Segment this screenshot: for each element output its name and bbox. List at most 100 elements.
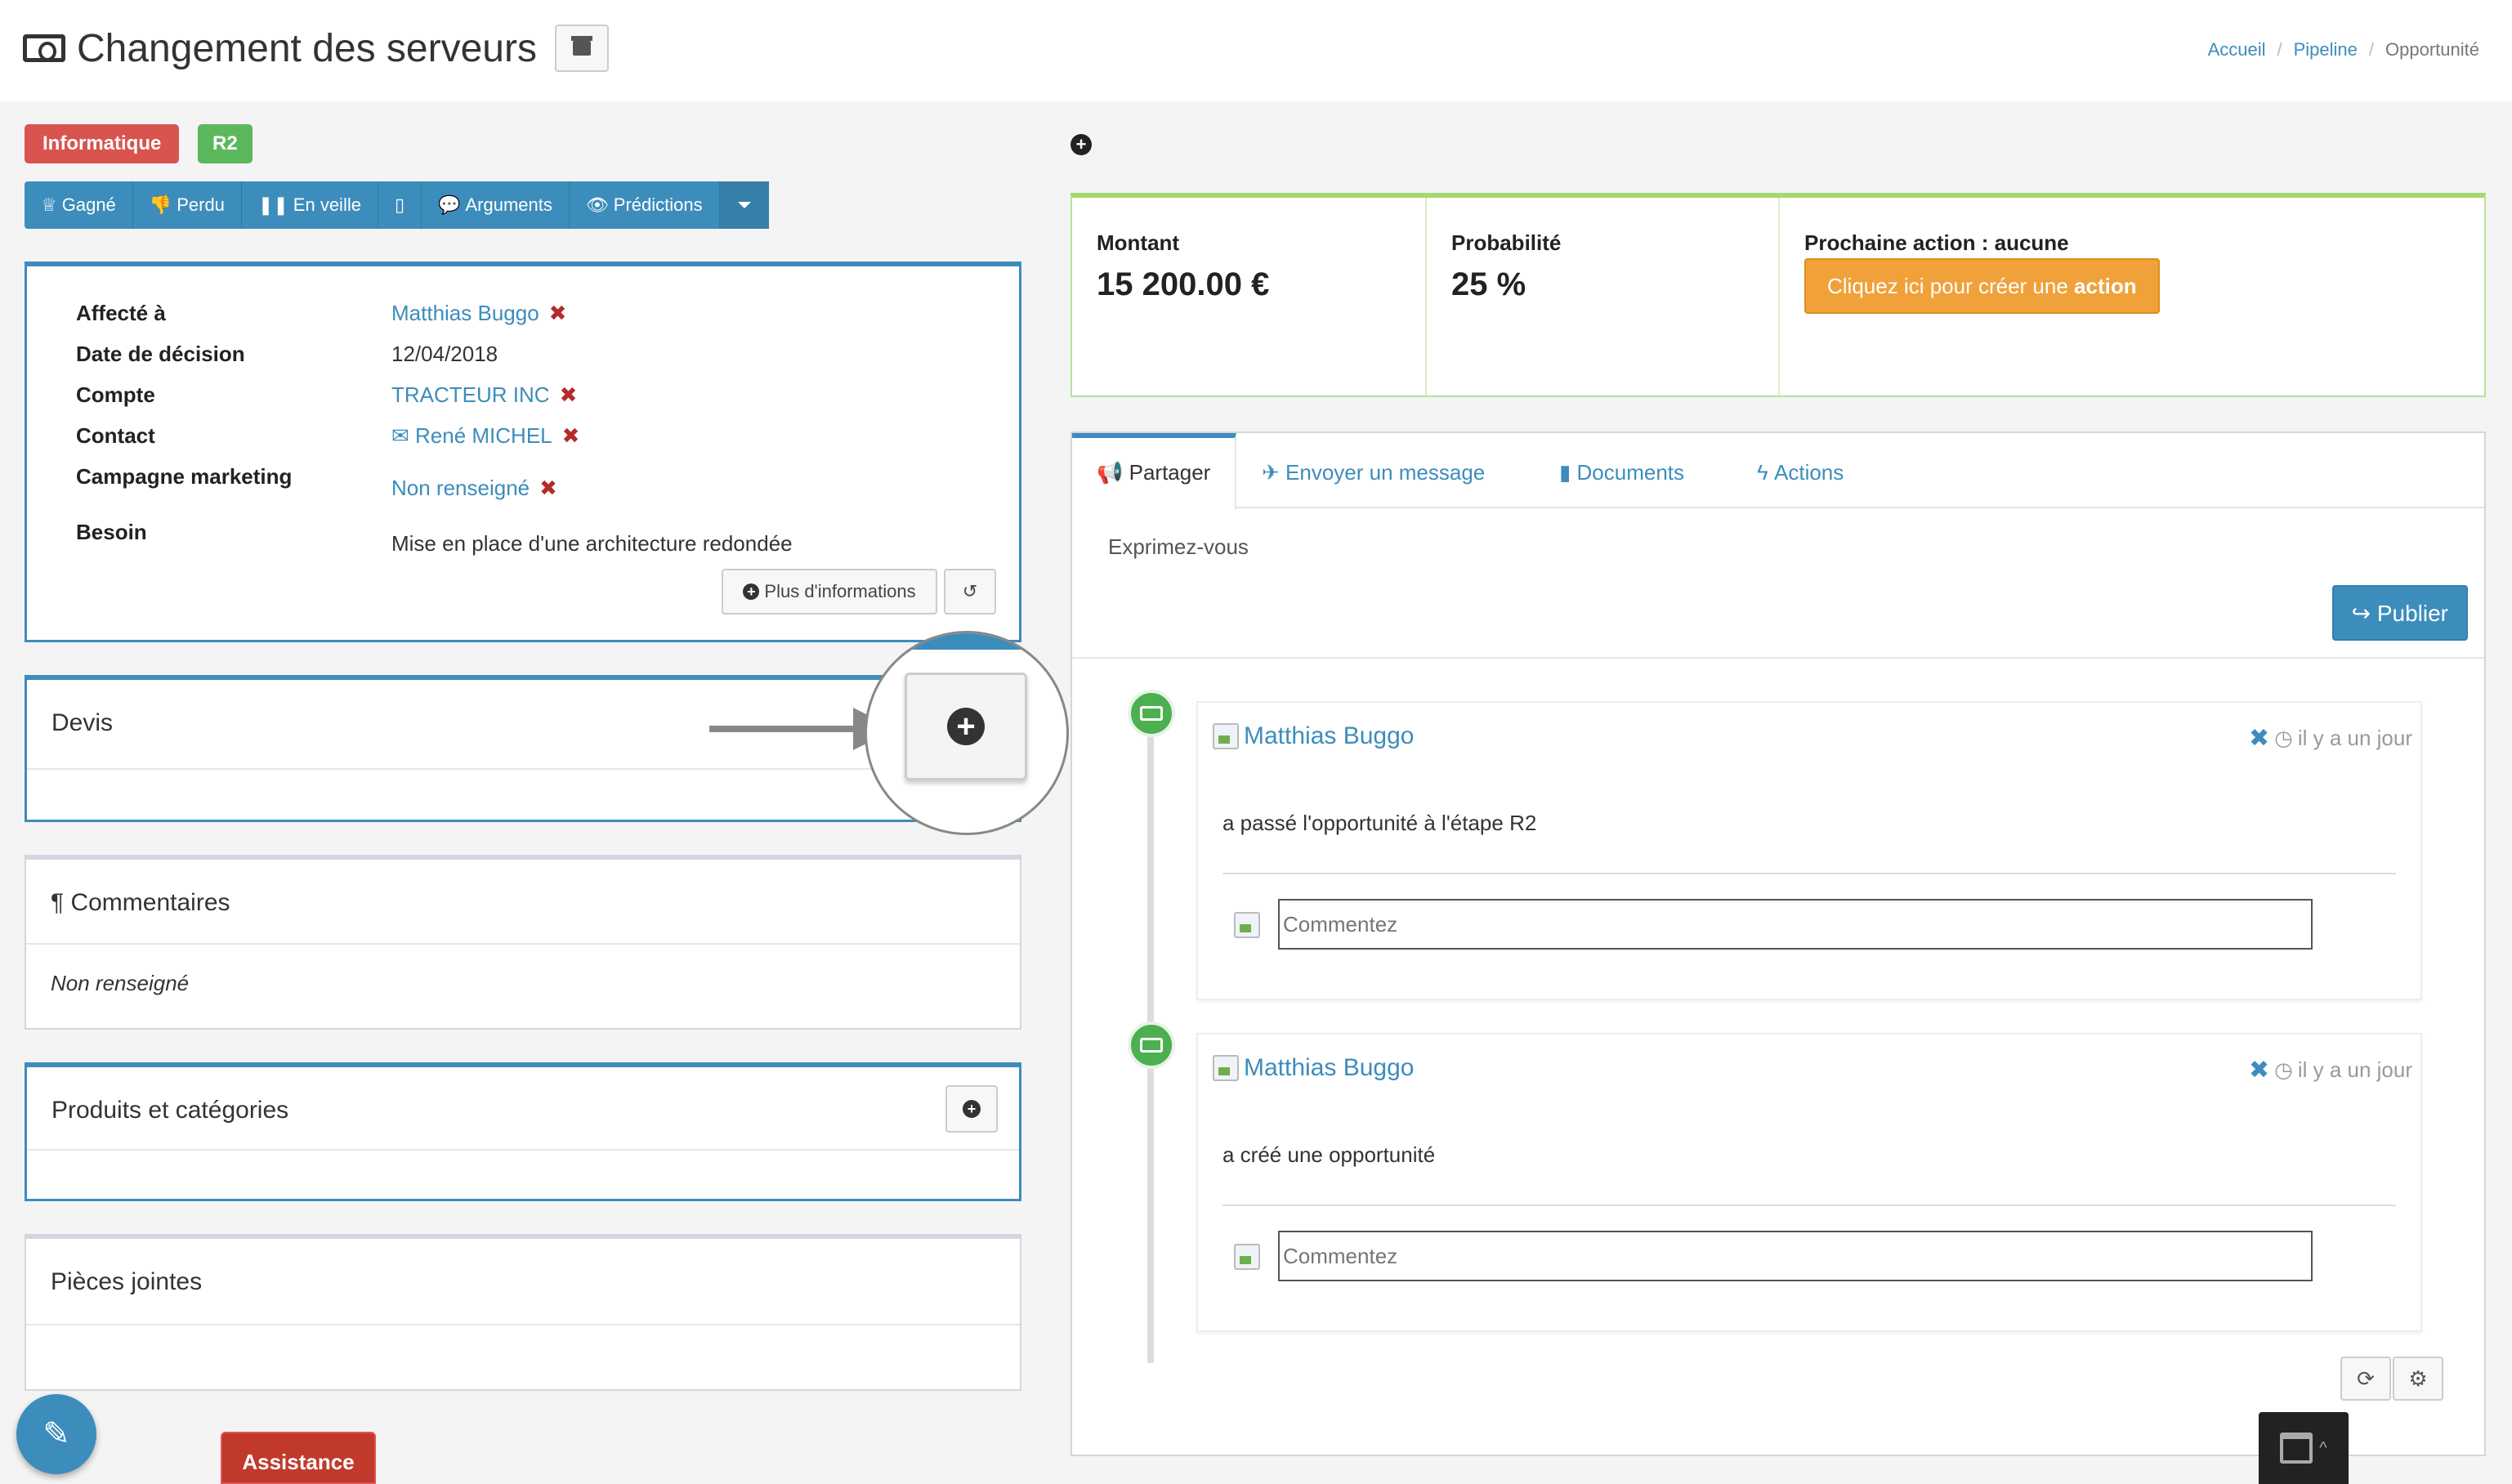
avatar [1234, 912, 1260, 938]
add-quote-button[interactable]: + [905, 673, 1027, 780]
info-panel: Affecté à Matthias Buggo ✖ Date de décisi… [25, 261, 1021, 642]
tab-send-message-label: Envoyer un message [1285, 460, 1486, 485]
remove-icon[interactable]: ✖ [548, 301, 567, 325]
history-icon: ↺ [962, 581, 978, 601]
publish-button[interactable]: ↪ Publier [2331, 585, 2468, 641]
add-widget-icon[interactable]: + [1071, 134, 1092, 155]
tab-send-message[interactable]: ✈ Envoyer un message [1237, 433, 1509, 508]
amount-label: Montant [1097, 230, 1180, 255]
more-info-button[interactable]: + Plus d'informations [722, 569, 937, 615]
create-action-bold: action [2074, 274, 2137, 298]
tab-actions[interactable]: ϟ Actions [1732, 433, 1868, 508]
history-button[interactable]: ↺ [944, 569, 996, 615]
delete-icon[interactable]: ✖ [2248, 1057, 2270, 1084]
tab-share-label: Partager [1129, 460, 1211, 485]
comments-value: Non renseigné [51, 971, 190, 995]
plus-circle-icon: + [947, 708, 985, 745]
tab-share[interactable]: 📢 Partager [1072, 433, 1237, 510]
campaign-link[interactable]: Non renseigné [391, 476, 530, 500]
author-name[interactable]: Matthias Buggo [1244, 1054, 1415, 1081]
time-text: il y a un jour [2297, 1057, 2412, 1082]
standby-button[interactable]: ❚❚ En veille [242, 181, 378, 229]
predictions-button[interactable]: 👁 Prédictions [570, 181, 720, 229]
archive-icon [570, 36, 592, 56]
arguments-label: Arguments [465, 194, 552, 215]
amount-stat: Montant 15 200.00 € [1072, 198, 1427, 396]
stage-label: R2 [198, 124, 253, 163]
divider [26, 943, 1020, 945]
attachments-panel: Pièces jointes [25, 1234, 1021, 1391]
campaign-label: Campagne marketing [76, 464, 293, 489]
archive-button[interactable] [554, 25, 609, 72]
edit-fab-button[interactable]: ✎ [16, 1394, 96, 1474]
account-row: Compte [76, 382, 155, 408]
divider [1072, 657, 2484, 659]
opportunity-actions: ♕ Gagné 👎 Perdu ❚❚ En veille ▯ 💬 Arguments 👁… [25, 181, 769, 229]
timeline-author[interactable]: Matthias Buggo [1213, 1054, 1414, 1082]
assigned-label: Affecté à [76, 301, 166, 325]
plus-circle-icon: + [963, 1100, 981, 1118]
share-input[interactable]: Exprimez-vous [1108, 534, 1249, 559]
word-file-icon: ▯ [394, 194, 405, 215]
thumbs-down-icon: 👎 [149, 194, 172, 215]
account-label: Compte [76, 382, 155, 407]
refresh-button[interactable]: ⟳ [2340, 1357, 2391, 1401]
timeline-text: a passé l'opportunité à l'étape R2 [1222, 811, 1537, 835]
refresh-icon: ⟳ [2357, 1366, 2375, 1391]
create-action-text: Cliquez ici pour créer une [1827, 274, 2068, 298]
remove-icon[interactable]: ✖ [561, 423, 580, 448]
account-link[interactable]: TRACTEUR INC [391, 382, 550, 407]
decision-row: Date de décision [76, 342, 245, 367]
page-title: Changement des serveurs [23, 25, 609, 72]
quotes-title: Devis [51, 709, 114, 736]
timeline-time: ✖ ◷ il y a un jour [2249, 1056, 2412, 1084]
zoom-callout: + [865, 631, 1069, 835]
won-button[interactable]: ♕ Gagné [25, 181, 133, 229]
predictions-label: Prédictions [613, 194, 703, 215]
contact-label: Contact [76, 423, 155, 448]
clock-icon: ◷ [2274, 726, 2293, 750]
contact-row: Contact [76, 423, 155, 449]
assigned-user-link[interactable]: Matthias Buggo [391, 301, 539, 325]
author-name[interactable]: Matthias Buggo [1244, 722, 1415, 749]
lost-button[interactable]: 👎 Perdu [133, 181, 242, 229]
calendar-icon [2280, 1433, 2313, 1464]
page-title-text: Changement des serveurs [77, 26, 537, 70]
contact-link[interactable]: René MICHEL [415, 423, 552, 448]
contact-value: ✉ René MICHEL ✖ [391, 423, 579, 449]
comment-input[interactable] [1278, 899, 2313, 950]
remove-icon[interactable]: ✖ [559, 382, 578, 407]
timeline-item: Matthias Buggo ✖ ◷ il y a un jour a passé … [1196, 701, 2422, 1000]
assigned-row: Affecté à [76, 301, 166, 326]
file-icon: ▮ [1559, 460, 1577, 485]
breadcrumb-current: Opportunité [2385, 39, 2479, 60]
breadcrumb-separator: / [2277, 39, 2282, 60]
remove-icon[interactable]: ✖ [539, 476, 557, 500]
calendar-widget[interactable]: ^ [2259, 1412, 2349, 1484]
pencil-icon: ✎ [42, 1416, 70, 1452]
arguments-button[interactable]: 💬 Arguments [422, 181, 570, 229]
chevron-up-icon: ^ [2319, 1438, 2327, 1457]
add-product-button[interactable]: + [945, 1085, 998, 1133]
timeline-money-icon [1128, 1021, 1175, 1069]
need-row: Besoin [76, 520, 147, 545]
breadcrumb-home[interactable]: Accueil [2207, 39, 2266, 60]
tab-actions-label: Actions [1774, 460, 1844, 485]
delete-icon[interactable]: ✖ [2248, 725, 2270, 752]
settings-button[interactable]: ⚙ [2393, 1357, 2443, 1401]
zoom-box-header [867, 633, 1066, 650]
word-document-button[interactable]: ▯ [378, 181, 422, 229]
create-action-button[interactable]: Cliquez ici pour créer une action [1804, 258, 2160, 314]
comment-input[interactable] [1278, 1231, 2313, 1281]
tab-documents[interactable]: ▮ Documents [1535, 433, 1709, 508]
breadcrumb-pipeline[interactable]: Pipeline [2293, 39, 2358, 60]
products-title: Produits et catégories [51, 1097, 289, 1124]
comments-panel: ¶ Commentaires Non renseigné [25, 855, 1021, 1030]
paragraph-icon: ¶ [51, 889, 71, 916]
timeline-time: ✖ ◷ il y a un jour [2249, 724, 2412, 753]
assistance-button[interactable]: Assistance [221, 1432, 376, 1484]
timeline-author[interactable]: Matthias Buggo [1213, 722, 1414, 750]
probability-stat: Probabilité 25 % [1427, 198, 1780, 396]
more-actions-dropdown[interactable] [719, 181, 769, 229]
tab-documents-label: Documents [1576, 460, 1685, 485]
